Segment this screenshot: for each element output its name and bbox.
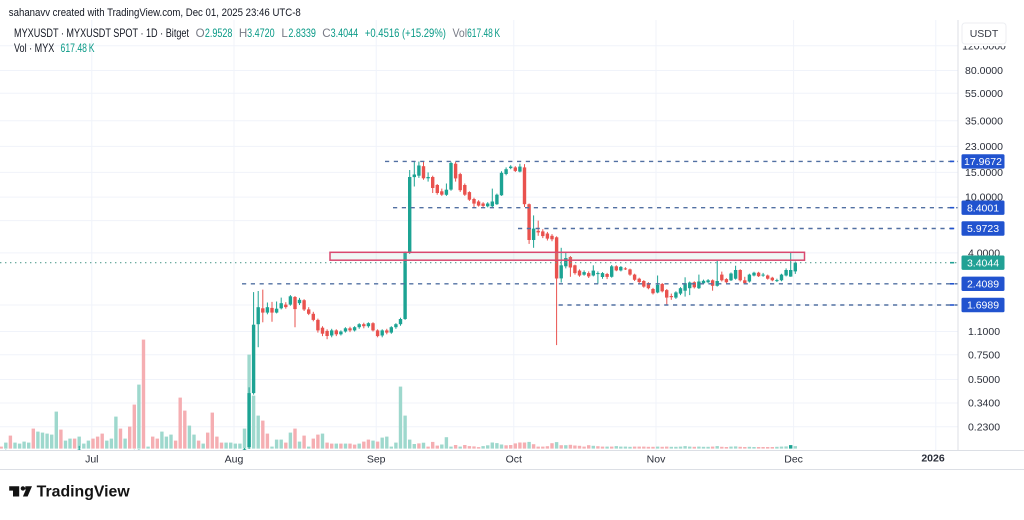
svg-text:2026: 2026 xyxy=(921,453,945,465)
svg-text:0.5000: 0.5000 xyxy=(968,374,1000,386)
svg-text:Aug: Aug xyxy=(225,453,244,465)
svg-text:80.0000: 80.0000 xyxy=(965,65,1003,77)
svg-text:USDT: USDT xyxy=(970,28,999,40)
svg-text:8.4001: 8.4001 xyxy=(967,202,999,214)
svg-text:TradingView: TradingView xyxy=(37,484,131,501)
svg-text:55.0000: 55.0000 xyxy=(965,88,1003,100)
svg-text:617.48 K: 617.48 K xyxy=(467,27,500,40)
svg-text:0.2300: 0.2300 xyxy=(968,421,1000,433)
svg-text:1.6989: 1.6989 xyxy=(967,300,999,312)
svg-text:+0.4516 (+15.29%): +0.4516 (+15.29%) xyxy=(365,27,446,40)
svg-text:Oct: Oct xyxy=(506,453,522,465)
svg-text:C: C xyxy=(322,27,330,40)
svg-text:2.9528: 2.9528 xyxy=(205,27,233,40)
svg-text:Dec: Dec xyxy=(784,453,803,465)
svg-text:Vol: Vol xyxy=(453,27,468,40)
svg-text:3.4044: 3.4044 xyxy=(967,257,999,269)
svg-text:Sep: Sep xyxy=(367,453,386,465)
svg-text:2.8339: 2.8339 xyxy=(288,27,316,40)
svg-text:23.0000: 23.0000 xyxy=(965,141,1003,153)
svg-text:15.0000: 15.0000 xyxy=(965,167,1003,179)
svg-text:3.4720: 3.4720 xyxy=(247,27,275,40)
svg-text:35.0000: 35.0000 xyxy=(965,115,1003,127)
svg-text:617.48 K: 617.48 K xyxy=(61,42,95,55)
svg-text:Jul: Jul xyxy=(85,453,98,465)
svg-text:2.4089: 2.4089 xyxy=(967,278,999,290)
svg-text:MYXUSDT · MYXUSDT SPOT · 1D ·: MYXUSDT · MYXUSDT SPOT · 1D · Bitget xyxy=(14,27,190,40)
svg-text:0.7500: 0.7500 xyxy=(968,349,1000,361)
svg-text:O: O xyxy=(196,27,205,40)
svg-text:3.4044: 3.4044 xyxy=(331,27,359,40)
svg-text:sahanavv created with TradingV: sahanavv created with TradingView.com, D… xyxy=(9,7,301,19)
svg-text:L: L xyxy=(281,27,288,40)
svg-text:5.9723: 5.9723 xyxy=(967,223,999,235)
svg-text:0.3400: 0.3400 xyxy=(968,398,1000,410)
svg-text:Vol · MYX: Vol · MYX xyxy=(14,42,55,55)
svg-text:17.9672: 17.9672 xyxy=(964,156,1002,168)
svg-text:Nov: Nov xyxy=(647,453,666,465)
svg-text:1.1000: 1.1000 xyxy=(968,326,1000,338)
svg-text:H: H xyxy=(239,27,247,40)
